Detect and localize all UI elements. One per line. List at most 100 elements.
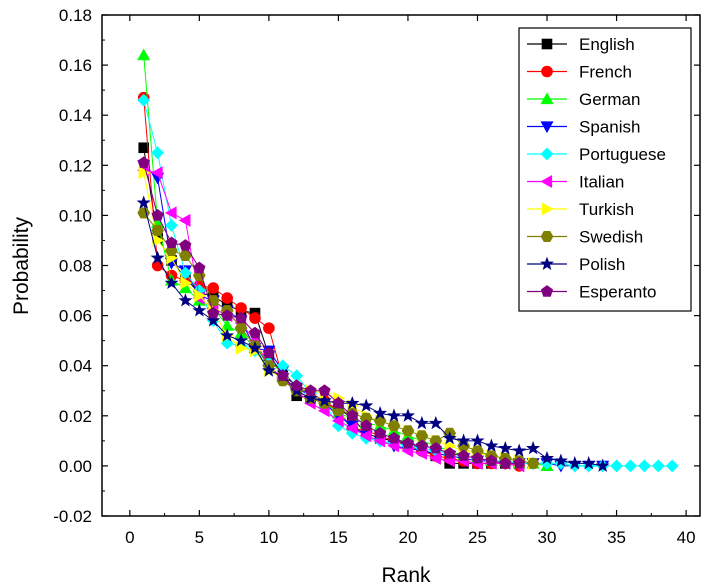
legend-label: Polish xyxy=(579,255,625,274)
series-line xyxy=(143,55,548,467)
legend-marker xyxy=(539,256,555,271)
series-polish xyxy=(136,195,610,472)
x-tick-label: 35 xyxy=(607,528,626,547)
data-point xyxy=(151,224,164,236)
data-point xyxy=(247,340,263,355)
series-line xyxy=(143,162,520,464)
data-point xyxy=(236,341,248,355)
legend-label: German xyxy=(579,90,640,109)
data-point xyxy=(206,313,221,327)
legend-marker xyxy=(541,38,553,50)
data-point xyxy=(137,207,151,219)
data-point xyxy=(207,306,220,319)
data-point xyxy=(373,405,388,420)
series-line xyxy=(143,169,520,467)
series-esperanto xyxy=(137,156,526,469)
y-tick-label: -0.02 xyxy=(53,507,92,526)
data-point xyxy=(581,456,596,470)
data-point xyxy=(359,429,372,443)
x-tick-label: 10 xyxy=(259,528,278,547)
series-line xyxy=(143,202,603,467)
legend-label: Esperanto xyxy=(579,283,657,302)
data-point xyxy=(318,384,331,396)
data-point xyxy=(415,430,429,442)
data-point xyxy=(221,292,233,304)
legend-label: Italian xyxy=(579,173,624,192)
series-line xyxy=(143,97,520,467)
y-tick-label: 0.10 xyxy=(59,206,92,225)
data-point xyxy=(150,250,165,264)
legend-marker xyxy=(541,65,553,78)
y-tick-label: 0.00 xyxy=(59,457,92,476)
legend-marker xyxy=(540,285,554,297)
data-point xyxy=(498,441,513,455)
data-point xyxy=(442,430,457,445)
data-point xyxy=(595,458,610,472)
data-point xyxy=(526,441,541,455)
y-tick-label: 0.16 xyxy=(59,56,92,75)
data-point xyxy=(151,209,164,221)
data-point xyxy=(137,93,151,107)
series-german xyxy=(137,48,554,472)
data-point xyxy=(414,415,429,430)
data-point xyxy=(665,459,679,473)
data-point xyxy=(179,239,192,251)
data-point xyxy=(220,328,235,342)
data-point xyxy=(150,166,163,180)
data-point xyxy=(164,275,179,290)
data-point xyxy=(193,261,206,274)
data-point xyxy=(234,322,248,334)
data-point xyxy=(359,398,374,412)
data-point xyxy=(235,311,248,324)
legend-marker xyxy=(541,202,554,216)
x-tick-label: 40 xyxy=(677,528,696,547)
data-point xyxy=(192,303,207,317)
series-layer xyxy=(136,48,679,473)
x-tick-label: 5 xyxy=(195,528,204,547)
x-axis-title: Rank xyxy=(381,564,431,587)
data-point xyxy=(400,408,415,422)
data-point xyxy=(553,453,568,467)
legend-item: Polish xyxy=(527,255,625,274)
x-tick-label: 30 xyxy=(538,528,557,547)
series-italian xyxy=(137,163,525,473)
data-point xyxy=(457,449,470,462)
data-point xyxy=(178,293,193,307)
data-point xyxy=(207,282,220,294)
data-point xyxy=(387,420,401,432)
data-point xyxy=(234,333,249,347)
y-tick-label: 0.18 xyxy=(59,6,92,25)
data-point xyxy=(387,408,402,422)
data-point xyxy=(136,195,151,209)
data-point xyxy=(429,442,442,454)
legend-label: Swedish xyxy=(579,228,643,247)
legend-item: English xyxy=(527,35,635,54)
data-point xyxy=(180,276,193,290)
y-tick-label: 0.12 xyxy=(59,156,92,175)
legend-item: Spanish xyxy=(527,118,640,137)
data-point xyxy=(484,438,499,452)
x-tick-label: 20 xyxy=(398,528,417,547)
data-point xyxy=(610,459,624,473)
data-point xyxy=(526,457,540,469)
legend-item: Swedish xyxy=(527,228,643,247)
legend-marker xyxy=(540,231,554,242)
legend-label: Turkish xyxy=(579,200,634,219)
data-point xyxy=(165,236,178,249)
data-point xyxy=(567,456,582,470)
data-point xyxy=(637,459,651,473)
legend-marker xyxy=(540,121,554,134)
data-point xyxy=(248,326,262,339)
y-tick-label: 0.08 xyxy=(59,257,92,276)
data-point xyxy=(443,447,456,459)
axis-layer: 0 5 10 15 20 25 30 35 40 -0.02 0.00 0.02 0.04 0.06 0.0… xyxy=(53,6,700,547)
legend-marker xyxy=(540,147,554,161)
data-point xyxy=(164,206,177,220)
legend-label: English xyxy=(579,35,635,54)
y-tick-label: 0.14 xyxy=(59,106,92,125)
data-point xyxy=(249,312,261,324)
data-point xyxy=(539,451,555,465)
data-point xyxy=(415,439,428,452)
data-point xyxy=(137,156,150,168)
